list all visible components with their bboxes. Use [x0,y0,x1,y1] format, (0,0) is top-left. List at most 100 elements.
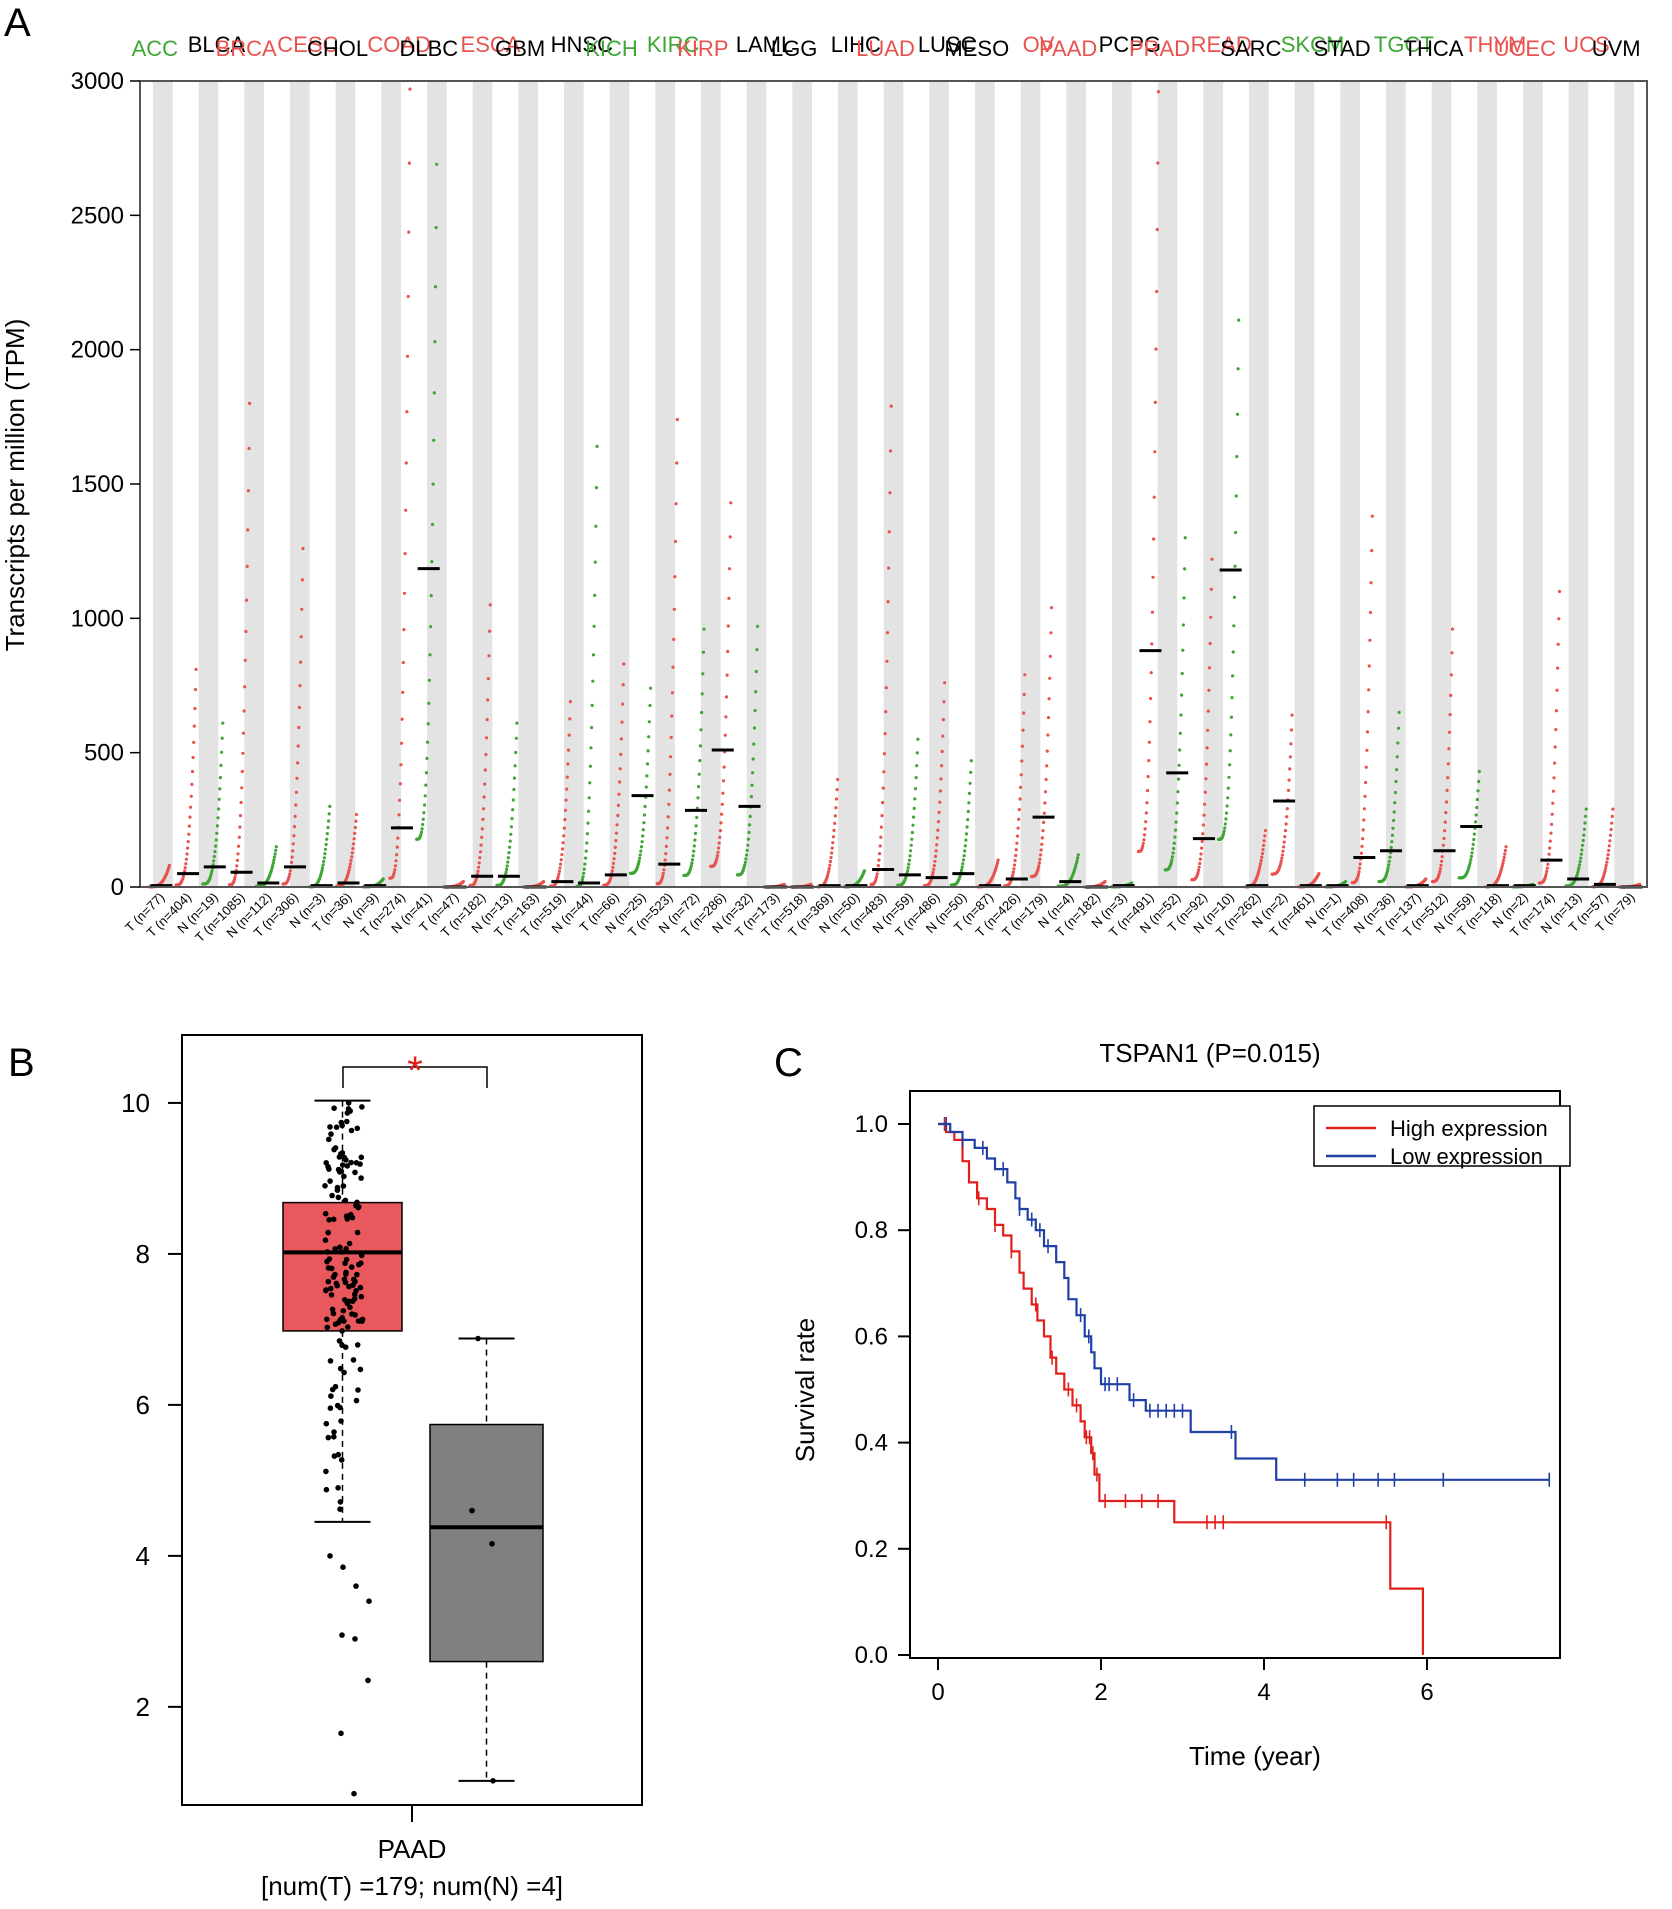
point-esca-n [508,839,512,843]
tumor-outlier-point [340,1564,346,1570]
point-luad-t [882,752,887,756]
point-lusc-n [969,759,973,763]
point-kirc-t [664,852,668,856]
point-esca-t [488,629,492,633]
point-read-n [1235,455,1239,459]
point-kirp-t [726,624,730,628]
normal-point [489,1541,495,1547]
tumor-point [345,1100,352,1106]
point-kirc-n [689,864,693,868]
point-esca-t [479,843,483,847]
point-prad-n [1174,820,1178,824]
panel-a-y-axis-label: Transcripts per million (TPM) [0,319,30,652]
point-brca-t [237,835,241,839]
point-prad-n [1169,861,1173,865]
point-paad-t [1048,676,1052,680]
point-ucs-t [1610,821,1614,825]
point-kirp-n [743,863,747,867]
point-ucec-t [1552,776,1556,780]
point-cesc-t [291,849,295,853]
point-stad-t [1360,844,1364,849]
point-ucec-n [1579,856,1583,860]
point-coad-t [403,552,407,556]
point-kirp-n [755,648,759,652]
tumor-point [353,1288,359,1294]
point-kirp-t [717,841,721,845]
point-esca-t [481,817,485,822]
point-cesc-t [287,875,291,879]
point-read-t [1209,587,1213,591]
point-thca-t [1446,776,1450,780]
point-read-n [1228,763,1232,767]
point-read-n [1234,530,1238,535]
point-kich-n [645,774,649,778]
tumor-point [331,1434,337,1440]
point-skcm-t [1284,822,1288,826]
tumor-point [336,1169,343,1175]
c-y-tick-label-0.0: 0.0 [855,1642,888,1669]
point-ucec-t [1547,852,1551,856]
point-read-t [1199,852,1203,856]
band-CHOL [335,82,356,886]
point-lusc-n [963,844,967,848]
point-esca-t [487,654,491,658]
point-stad-n [1385,869,1390,873]
tumor-point [339,1314,346,1321]
point-kich-t [610,869,614,873]
point-thca-t [1449,693,1453,698]
tumor-point [338,1457,345,1463]
point-paad-n [1076,853,1080,857]
cancer-label-dlbc: DLBC [399,36,458,61]
point-cesc-t [294,790,298,794]
point-thca-n [1471,842,1475,847]
point-brca-n [273,852,277,856]
tumor-point [357,1161,363,1167]
y-tick-label-2500: 2500 [71,202,124,229]
cancer-label-brca: BRCA [216,36,277,61]
tumor-point [343,1271,349,1277]
point-luad-n [909,843,913,847]
point-lihc-t [830,846,834,850]
point-brca-t [235,858,239,863]
significance-bracket [342,1066,488,1088]
point-luad-n [907,862,911,866]
point-hnsc-n [585,832,590,836]
point-esca-n [514,750,518,755]
point-coad-n [429,625,433,629]
point-prad-n [1173,828,1178,832]
point-blca-n [215,831,219,835]
point-read-t [1205,746,1209,750]
point-luad-t [879,835,883,839]
point-coad-t [398,782,402,786]
point-skcm-t [1287,778,1291,782]
point-esca-t [485,718,489,722]
point-paad-t [1040,836,1044,840]
tumor-point [340,1183,347,1189]
point-thca-n [1475,805,1479,810]
point-prad-t [1147,740,1151,744]
point-kirc-t [662,868,666,872]
point-kirp-n [746,837,751,841]
band-PAAD [1066,82,1086,886]
point-blca-t [183,866,187,870]
point-ucs-t [1604,866,1608,870]
tumor-point [335,1194,342,1201]
point-blca-t [188,815,192,819]
point-dlbc-t [461,880,465,884]
point-lusc-n [965,825,969,829]
tumor-point [345,1324,351,1330]
point-skcm-t [1279,859,1283,863]
point-brca-n [272,855,277,859]
point-prad-n [1182,596,1186,600]
point-kirc-n [698,759,702,763]
point-ov-t [1022,692,1026,697]
point-lihc-t [832,828,836,833]
point-hnsc-n [594,524,598,528]
point-read-n [1226,786,1230,790]
cancer-label-cesc: CESC [277,32,338,57]
point-kirp-n [743,860,747,864]
point-ucs-t [1610,814,1614,819]
point-ucec-n [1580,848,1584,852]
point-paad-t [1038,857,1042,861]
point-kich-n [638,856,642,861]
